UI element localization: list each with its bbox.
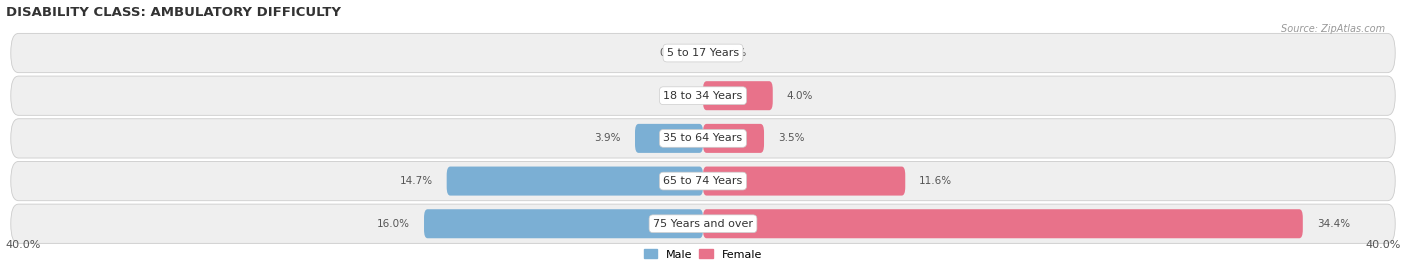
FancyBboxPatch shape bbox=[11, 34, 1395, 73]
FancyBboxPatch shape bbox=[703, 209, 1303, 238]
FancyBboxPatch shape bbox=[636, 124, 703, 153]
FancyBboxPatch shape bbox=[11, 76, 1395, 115]
Text: Source: ZipAtlas.com: Source: ZipAtlas.com bbox=[1281, 24, 1385, 34]
FancyBboxPatch shape bbox=[447, 166, 703, 196]
Text: 75 Years and over: 75 Years and over bbox=[652, 219, 754, 229]
FancyBboxPatch shape bbox=[11, 161, 1395, 201]
FancyBboxPatch shape bbox=[703, 81, 773, 110]
Text: 0.0%: 0.0% bbox=[659, 91, 686, 101]
Text: 14.7%: 14.7% bbox=[399, 176, 433, 186]
FancyBboxPatch shape bbox=[703, 124, 763, 153]
Text: 18 to 34 Years: 18 to 34 Years bbox=[664, 91, 742, 101]
FancyBboxPatch shape bbox=[703, 166, 905, 196]
Text: 3.5%: 3.5% bbox=[778, 133, 804, 143]
Text: 3.9%: 3.9% bbox=[595, 133, 621, 143]
Text: 40.0%: 40.0% bbox=[1365, 240, 1400, 250]
Text: 0.0%: 0.0% bbox=[659, 48, 686, 58]
FancyBboxPatch shape bbox=[11, 204, 1395, 243]
Text: 34.4%: 34.4% bbox=[1317, 219, 1350, 229]
Text: 11.6%: 11.6% bbox=[920, 176, 952, 186]
Text: 5 to 17 Years: 5 to 17 Years bbox=[666, 48, 740, 58]
FancyBboxPatch shape bbox=[425, 209, 703, 238]
Text: 0.0%: 0.0% bbox=[720, 48, 747, 58]
Text: 16.0%: 16.0% bbox=[377, 219, 411, 229]
Legend: Male, Female: Male, Female bbox=[640, 245, 766, 264]
Text: DISABILITY CLASS: AMBULATORY DIFFICULTY: DISABILITY CLASS: AMBULATORY DIFFICULTY bbox=[6, 6, 340, 18]
Text: 4.0%: 4.0% bbox=[787, 91, 813, 101]
Text: 35 to 64 Years: 35 to 64 Years bbox=[664, 133, 742, 143]
FancyBboxPatch shape bbox=[11, 119, 1395, 158]
Text: 40.0%: 40.0% bbox=[6, 240, 41, 250]
Text: 65 to 74 Years: 65 to 74 Years bbox=[664, 176, 742, 186]
